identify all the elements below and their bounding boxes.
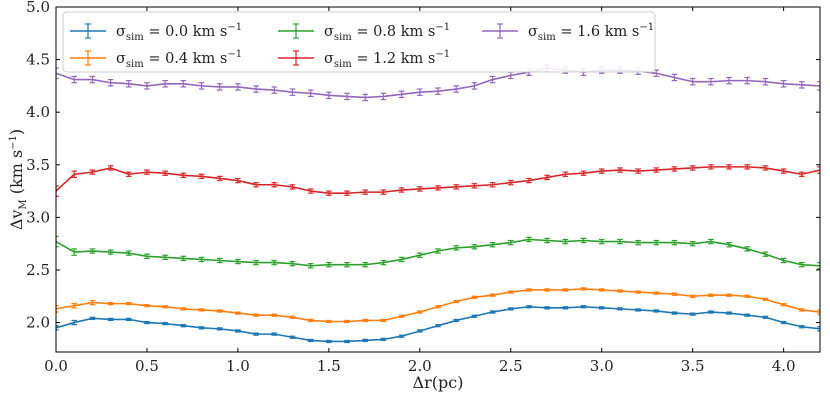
legend-item-1: σsim = 0.4 km s−1 — [70, 49, 242, 70]
legend-superscript: −1 — [639, 22, 654, 33]
x-tick-label: 1.5 — [317, 357, 341, 375]
y-tick-label: 3.5 — [26, 156, 50, 174]
y-axis-label: ΔvM (km s−1) — [7, 129, 29, 230]
legend-label: σsim = 0.4 km s−1 — [116, 49, 242, 70]
x-tick-label: 1.0 — [226, 357, 250, 375]
legend-item-4: σsim = 1.6 km s−1 — [482, 22, 654, 43]
y-label-main: Δv — [7, 210, 26, 231]
y-label-unit: (km s — [7, 150, 26, 200]
legend-symbol: σ — [324, 24, 334, 40]
series-3 — [56, 164, 820, 197]
legend-superscript: −1 — [227, 22, 242, 33]
legend-label: σsim = 1.2 km s−1 — [324, 49, 450, 70]
legend-frame — [62, 11, 656, 73]
legend-value: = 0.4 km s — [144, 51, 228, 67]
legend-subscript: sim — [538, 32, 556, 43]
y-tick-label: 5.0 — [26, 0, 50, 16]
legend-label: σsim = 1.6 km s−1 — [528, 22, 654, 43]
y-label-unit-sup: −1 — [8, 135, 19, 150]
series-line — [56, 67, 820, 99]
y-tick-label: 2.0 — [26, 314, 50, 332]
x-tick-label: 2.5 — [499, 357, 523, 375]
x-tick-label: 0.0 — [44, 357, 68, 375]
x-tick-label: 4.0 — [772, 357, 796, 375]
x-tick-label: 3.0 — [590, 357, 614, 375]
y-tick-label: 4.5 — [26, 51, 50, 69]
series-2 — [56, 235, 820, 270]
axis-layer: 0.0 0.5 1.0 1.5 2.0 2.5 3.0 3.5 4.0 2.0 2.5 3.0 3.5 4… — [26, 0, 821, 375]
y-tick-label: 2.5 — [26, 261, 50, 279]
x-tick-label: 2.0 — [408, 357, 432, 375]
legend-value: = 0.0 km s — [144, 24, 228, 40]
legend-subscript: sim — [126, 32, 144, 43]
x-tick-label: 3.5 — [681, 357, 705, 375]
series-line — [56, 305, 820, 343]
series-1 — [56, 287, 820, 324]
legend-subscript: sim — [334, 32, 352, 43]
legend-value: = 1.2 km s — [352, 51, 436, 67]
legend-subscript: sim — [334, 59, 352, 70]
legend-item-3: σsim = 1.2 km s−1 — [278, 49, 450, 70]
series-0 — [56, 305, 820, 344]
legend-symbol: σ — [528, 24, 538, 40]
series-line — [56, 166, 820, 194]
plot-frame — [55, 6, 821, 353]
legend-item-0: σsim = 0.0 km s−1 — [70, 22, 242, 43]
y-tick-label: 3.0 — [26, 208, 50, 226]
legend-symbol: σ — [116, 51, 126, 67]
series-layer — [56, 64, 820, 344]
legend-symbol: σ — [116, 24, 126, 40]
y-label-sub: M — [18, 199, 29, 209]
series-line — [56, 238, 820, 267]
legend-item-2: σsim = 0.8 km s−1 — [278, 22, 450, 43]
legend-subscript: sim — [126, 59, 144, 70]
legend-value: = 1.6 km s — [556, 24, 640, 40]
legend-label: σsim = 0.8 km s−1 — [324, 22, 450, 43]
x-tick-label: 0.5 — [135, 357, 159, 375]
legend-superscript: −1 — [435, 49, 450, 60]
series-line — [56, 288, 820, 323]
legend-superscript: −1 — [227, 49, 242, 60]
y-tick-label: 4.0 — [26, 103, 50, 121]
legend-superscript: −1 — [435, 22, 450, 33]
legend-symbol: σ — [324, 51, 334, 67]
legend-value: = 0.8 km s — [352, 24, 436, 40]
y-label-unit-close: ) — [7, 129, 26, 135]
x-axis-label: Δr(pc) — [413, 373, 464, 392]
legend-label: σsim = 0.0 km s−1 — [116, 22, 242, 43]
